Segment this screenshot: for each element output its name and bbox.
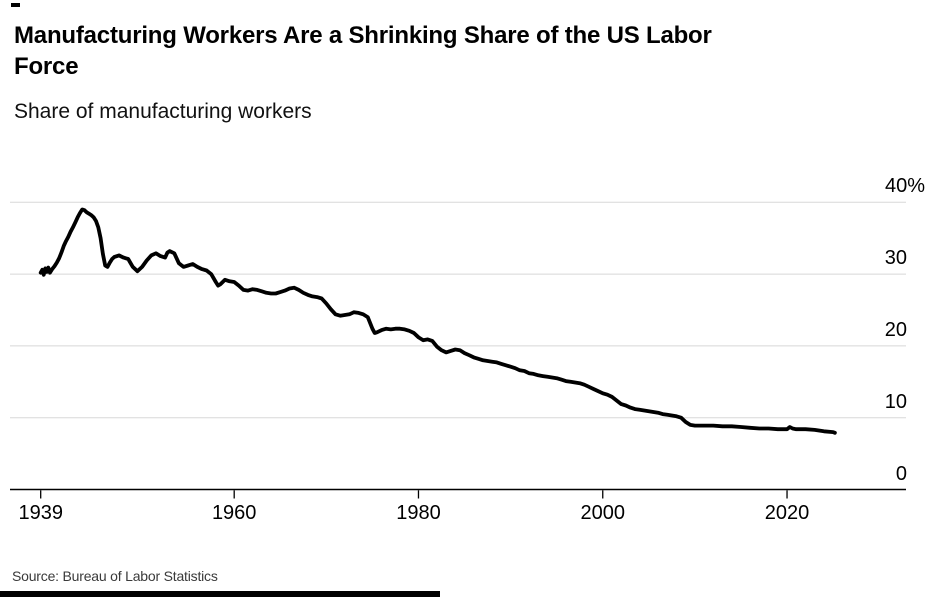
y-axis-label: 30 (884, 247, 907, 270)
bottom-bar (0, 591, 440, 597)
y-axis-label: 40% (884, 175, 925, 198)
x-axis-label: 1980 (396, 502, 441, 524)
chart-subtitle: Share of manufacturing workers (14, 100, 312, 123)
chart-title-line2: Force (14, 53, 79, 80)
line-series (38, 207, 837, 435)
x-axis-label: 2000 (580, 502, 626, 524)
chart-title: Manufacturing Workers Are a Shrinking Sh… (14, 20, 874, 82)
source-note: Source: Bureau of Labor Statistics (12, 568, 218, 584)
corner-mark (11, 3, 20, 7)
y-axis-label: 20 (884, 318, 907, 341)
y-axis-label: 10 (884, 390, 907, 413)
x-axis-label: 2020 (764, 502, 810, 524)
x-axis-label: 1960 (211, 502, 257, 524)
chart-title-line1: Manufacturing Workers Are a Shrinking Sh… (14, 22, 712, 49)
y-axis-label: 0 (895, 462, 907, 485)
x-axis-label: 1939 (18, 502, 63, 524)
